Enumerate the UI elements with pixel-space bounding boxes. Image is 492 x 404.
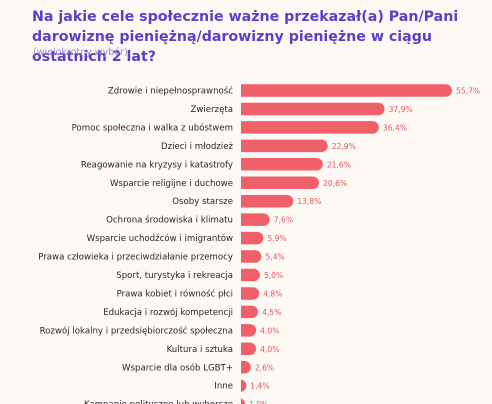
category-label: Inne xyxy=(214,382,233,392)
value-label: 2,6% xyxy=(255,363,274,372)
bar xyxy=(241,102,385,116)
bar xyxy=(241,84,452,97)
value-label: 5,0% xyxy=(264,271,283,280)
chart-subtitle: (wielokrotny wybór) xyxy=(33,47,128,58)
value-label: 55,7% xyxy=(456,87,480,96)
bar xyxy=(238,397,245,404)
bars xyxy=(238,84,452,404)
bar xyxy=(241,194,294,208)
chart-title: Na jakie cele społecznie ważne przekazał… xyxy=(32,9,459,65)
bar xyxy=(240,379,247,392)
value-label: 5,9% xyxy=(267,234,286,243)
category-label: Wsparcie religijne i duchowe xyxy=(110,179,233,189)
bar xyxy=(241,305,259,319)
bar xyxy=(241,121,379,134)
category-label: Reagowanie na kryzysy i katastrofy xyxy=(81,160,233,170)
category-label: Zwierzęta xyxy=(190,105,233,115)
category-label: Prawa człowieka i przeciwdziałanie przem… xyxy=(38,253,233,263)
value-label: 4,5% xyxy=(262,308,281,317)
value-labels: 55,7% 37,9% 36,4% 22,9% 21,6% 20,6%13,8% 7,6% 5… xyxy=(249,87,480,404)
category-label: Wsparcie uchodźców i imigrantów xyxy=(87,233,233,244)
category-label: Pomoc społeczna i walka z ubóstwem xyxy=(72,122,233,133)
value-label: 20,6% xyxy=(323,179,347,188)
category-labels: Zdrowie i niepełnosprawność Zwierzęta Pomo… xyxy=(38,86,233,404)
bar xyxy=(241,361,251,374)
bar xyxy=(241,213,270,226)
value-label: 36,4% xyxy=(383,123,407,132)
category-label: Dzieci i młodzież xyxy=(161,142,233,152)
category-label: Wsparcie dla osób LGBT+ xyxy=(122,362,233,373)
category-label: Zdrowie i niepełnosprawność xyxy=(108,86,233,97)
value-label: 4,8% xyxy=(263,289,282,298)
value-label: 37,9% xyxy=(389,105,413,114)
category-label: Rozwój lokalny i przedsiębiorczość społe… xyxy=(40,325,233,336)
value-label: 22,9% xyxy=(332,142,356,151)
bar xyxy=(241,176,320,189)
value-label: 5,4% xyxy=(265,253,284,262)
bar xyxy=(241,158,323,171)
value-label: 4,0% xyxy=(260,326,279,335)
bar xyxy=(241,268,260,282)
value-label: 1,4% xyxy=(250,382,269,391)
bar xyxy=(241,250,262,263)
category-label: Osoby starsze xyxy=(172,197,233,207)
category-label: Kampanie polityczne lub wyborcze xyxy=(84,400,233,404)
bar xyxy=(241,287,260,300)
value-label: 1,0% xyxy=(249,400,268,404)
bar xyxy=(241,139,328,153)
bar xyxy=(241,342,257,356)
value-label: 13,8% xyxy=(297,197,321,206)
bar xyxy=(241,324,257,337)
category-label: Kultura i sztuka xyxy=(167,345,233,355)
value-label: 7,6% xyxy=(274,216,293,225)
category-label: Edukacja i rozwój kompetencji xyxy=(103,307,233,318)
category-label: Sport, turystyka i rekreacja xyxy=(116,271,233,281)
category-label: Ochrona środowiska i klimatu xyxy=(106,215,233,226)
category-label: Prawa kobiet i równość płci xyxy=(117,288,233,299)
bar xyxy=(241,231,264,245)
value-label: 4,0% xyxy=(260,345,279,354)
value-label: 21,6% xyxy=(327,160,351,169)
